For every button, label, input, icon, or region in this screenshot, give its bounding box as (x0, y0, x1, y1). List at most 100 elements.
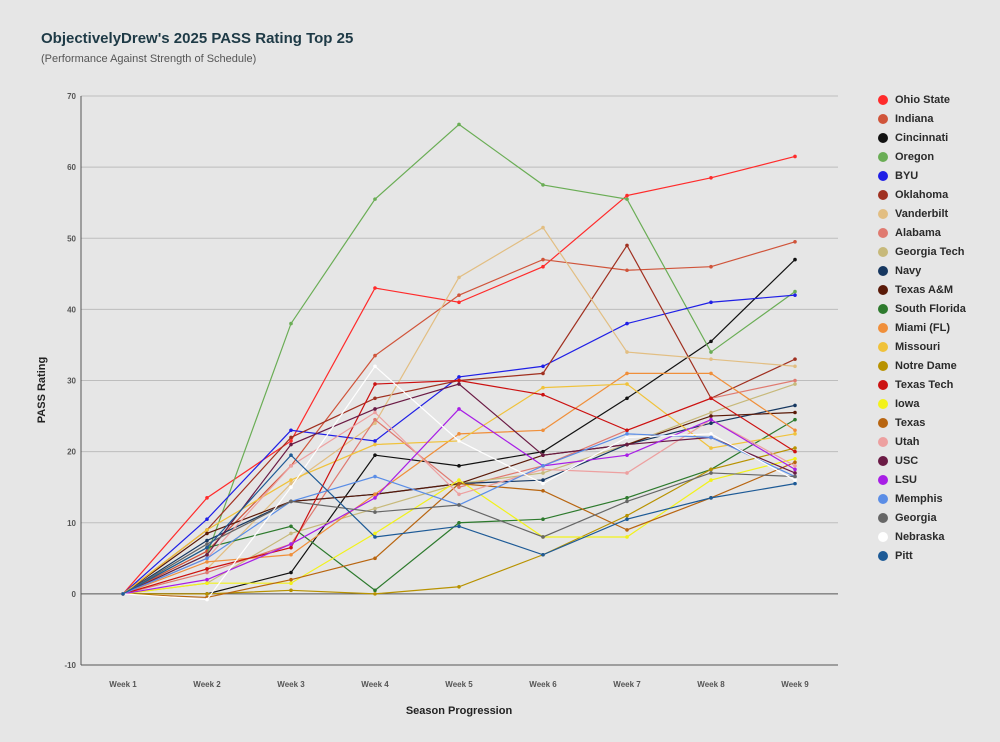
legend-item-georgia-tech[interactable]: Georgia Tech (878, 242, 966, 261)
legend-swatch (878, 170, 888, 181)
legend-item-lsu[interactable]: LSU (878, 470, 966, 489)
y-tick-label: 70 (67, 92, 76, 101)
series-miami-fl (121, 371, 797, 596)
data-point (205, 592, 209, 596)
data-point (205, 570, 209, 575)
legend-item-navy[interactable]: Navy (878, 261, 966, 280)
legend-label: Miami (FL) (895, 321, 950, 334)
legend-swatch (878, 379, 888, 390)
legend-label: Memphis (895, 492, 943, 505)
legend-item-alabama[interactable]: Alabama (878, 223, 966, 242)
data-point (793, 240, 797, 244)
data-point (457, 122, 461, 127)
y-tick-label: 40 (67, 305, 76, 314)
legend-swatch (878, 113, 888, 124)
data-point (289, 453, 293, 457)
data-point (457, 293, 461, 297)
data-point (373, 382, 377, 386)
legend-swatch (878, 360, 888, 371)
legend-item-south-florida[interactable]: South Florida (878, 299, 966, 318)
data-point (289, 481, 293, 486)
data-point (373, 197, 377, 201)
data-point (373, 353, 377, 358)
legend-item-indiana[interactable]: Indiana (878, 109, 966, 128)
data-point (541, 264, 545, 269)
data-point (289, 552, 293, 557)
x-tick-label: Week 9 (781, 680, 809, 689)
y-tick-label: -10 (64, 661, 76, 670)
data-point (289, 588, 293, 593)
legend-item-cincinnati[interactable]: Cincinnati (878, 128, 966, 147)
legend-item-texas-a-m[interactable]: Texas A&M (878, 280, 966, 299)
data-point (457, 492, 461, 497)
legend-item-texas-tech[interactable]: Texas Tech (878, 375, 966, 394)
data-point (289, 485, 293, 489)
series-pitt (121, 453, 797, 596)
data-point (205, 496, 209, 500)
legend-item-memphis[interactable]: Memphis (878, 489, 966, 508)
data-point (793, 382, 797, 386)
x-axis-label: Season Progression (406, 705, 513, 717)
data-point (709, 371, 713, 376)
legend-item-nebraska[interactable]: Nebraska (878, 527, 966, 546)
legend-item-missouri[interactable]: Missouri (878, 337, 966, 356)
legend-label: Georgia Tech (895, 245, 965, 258)
data-point (373, 496, 377, 500)
data-point (541, 471, 545, 475)
data-point (373, 453, 377, 457)
y-tick-label: 30 (67, 377, 76, 386)
legend-item-vanderbilt[interactable]: Vanderbilt (878, 204, 966, 223)
series-byu (121, 293, 797, 596)
legend-item-iowa[interactable]: Iowa (878, 394, 966, 413)
data-point (373, 286, 377, 290)
legend-item-texas[interactable]: Texas (878, 413, 966, 432)
data-point (457, 524, 461, 529)
legend-item-utah[interactable]: Utah (878, 432, 966, 451)
data-point (205, 556, 209, 561)
data-point (205, 517, 209, 521)
legend: Ohio State Indiana Cincinnati Oregon BYU Okla… (878, 90, 966, 565)
data-point (205, 545, 209, 550)
legend-swatch (878, 303, 888, 314)
y-tick-label: 20 (67, 448, 76, 457)
data-point (625, 428, 629, 433)
data-point (457, 485, 461, 489)
legend-item-oregon[interactable]: Oregon (878, 147, 966, 166)
data-point (373, 439, 377, 443)
legend-swatch (878, 189, 888, 200)
data-point (793, 293, 797, 297)
y-tick-label: 60 (67, 163, 76, 172)
data-point (289, 577, 293, 582)
data-point (625, 496, 629, 500)
legend-item-georgia[interactable]: Georgia (878, 508, 966, 527)
data-point (373, 535, 377, 539)
data-point (289, 478, 293, 482)
x-tick-label: Week 7 (613, 680, 641, 689)
legend-item-byu[interactable]: BYU (878, 166, 966, 185)
data-point (709, 300, 713, 305)
data-point (457, 407, 461, 411)
data-point (205, 581, 209, 586)
data-point (625, 396, 629, 401)
data-point (541, 364, 545, 369)
data-point (541, 481, 545, 486)
legend-swatch (878, 398, 888, 409)
data-point (541, 535, 545, 539)
legend-item-usc[interactable]: USC (878, 451, 966, 470)
legend-label: Georgia (895, 511, 937, 524)
chart-title: ObjectivelyDrew's 2025 PASS Rating Top 2… (41, 30, 354, 47)
legend-item-miami-fl[interactable]: Miami (FL) (878, 318, 966, 337)
legend-label: Oregon (895, 150, 935, 163)
data-point (793, 446, 797, 450)
legend-item-pitt[interactable]: Pitt (878, 546, 966, 565)
y-tick-label: 0 (72, 590, 77, 599)
legend-item-notre-dame[interactable]: Notre Dame (878, 356, 966, 375)
data-point (289, 581, 293, 586)
series-group (121, 122, 797, 602)
legend-item-ohio-state[interactable]: Ohio State (878, 90, 966, 109)
data-point (541, 453, 545, 457)
legend-item-oklahoma[interactable]: Oklahoma (878, 185, 966, 204)
data-point (289, 570, 293, 575)
data-point (541, 552, 545, 557)
